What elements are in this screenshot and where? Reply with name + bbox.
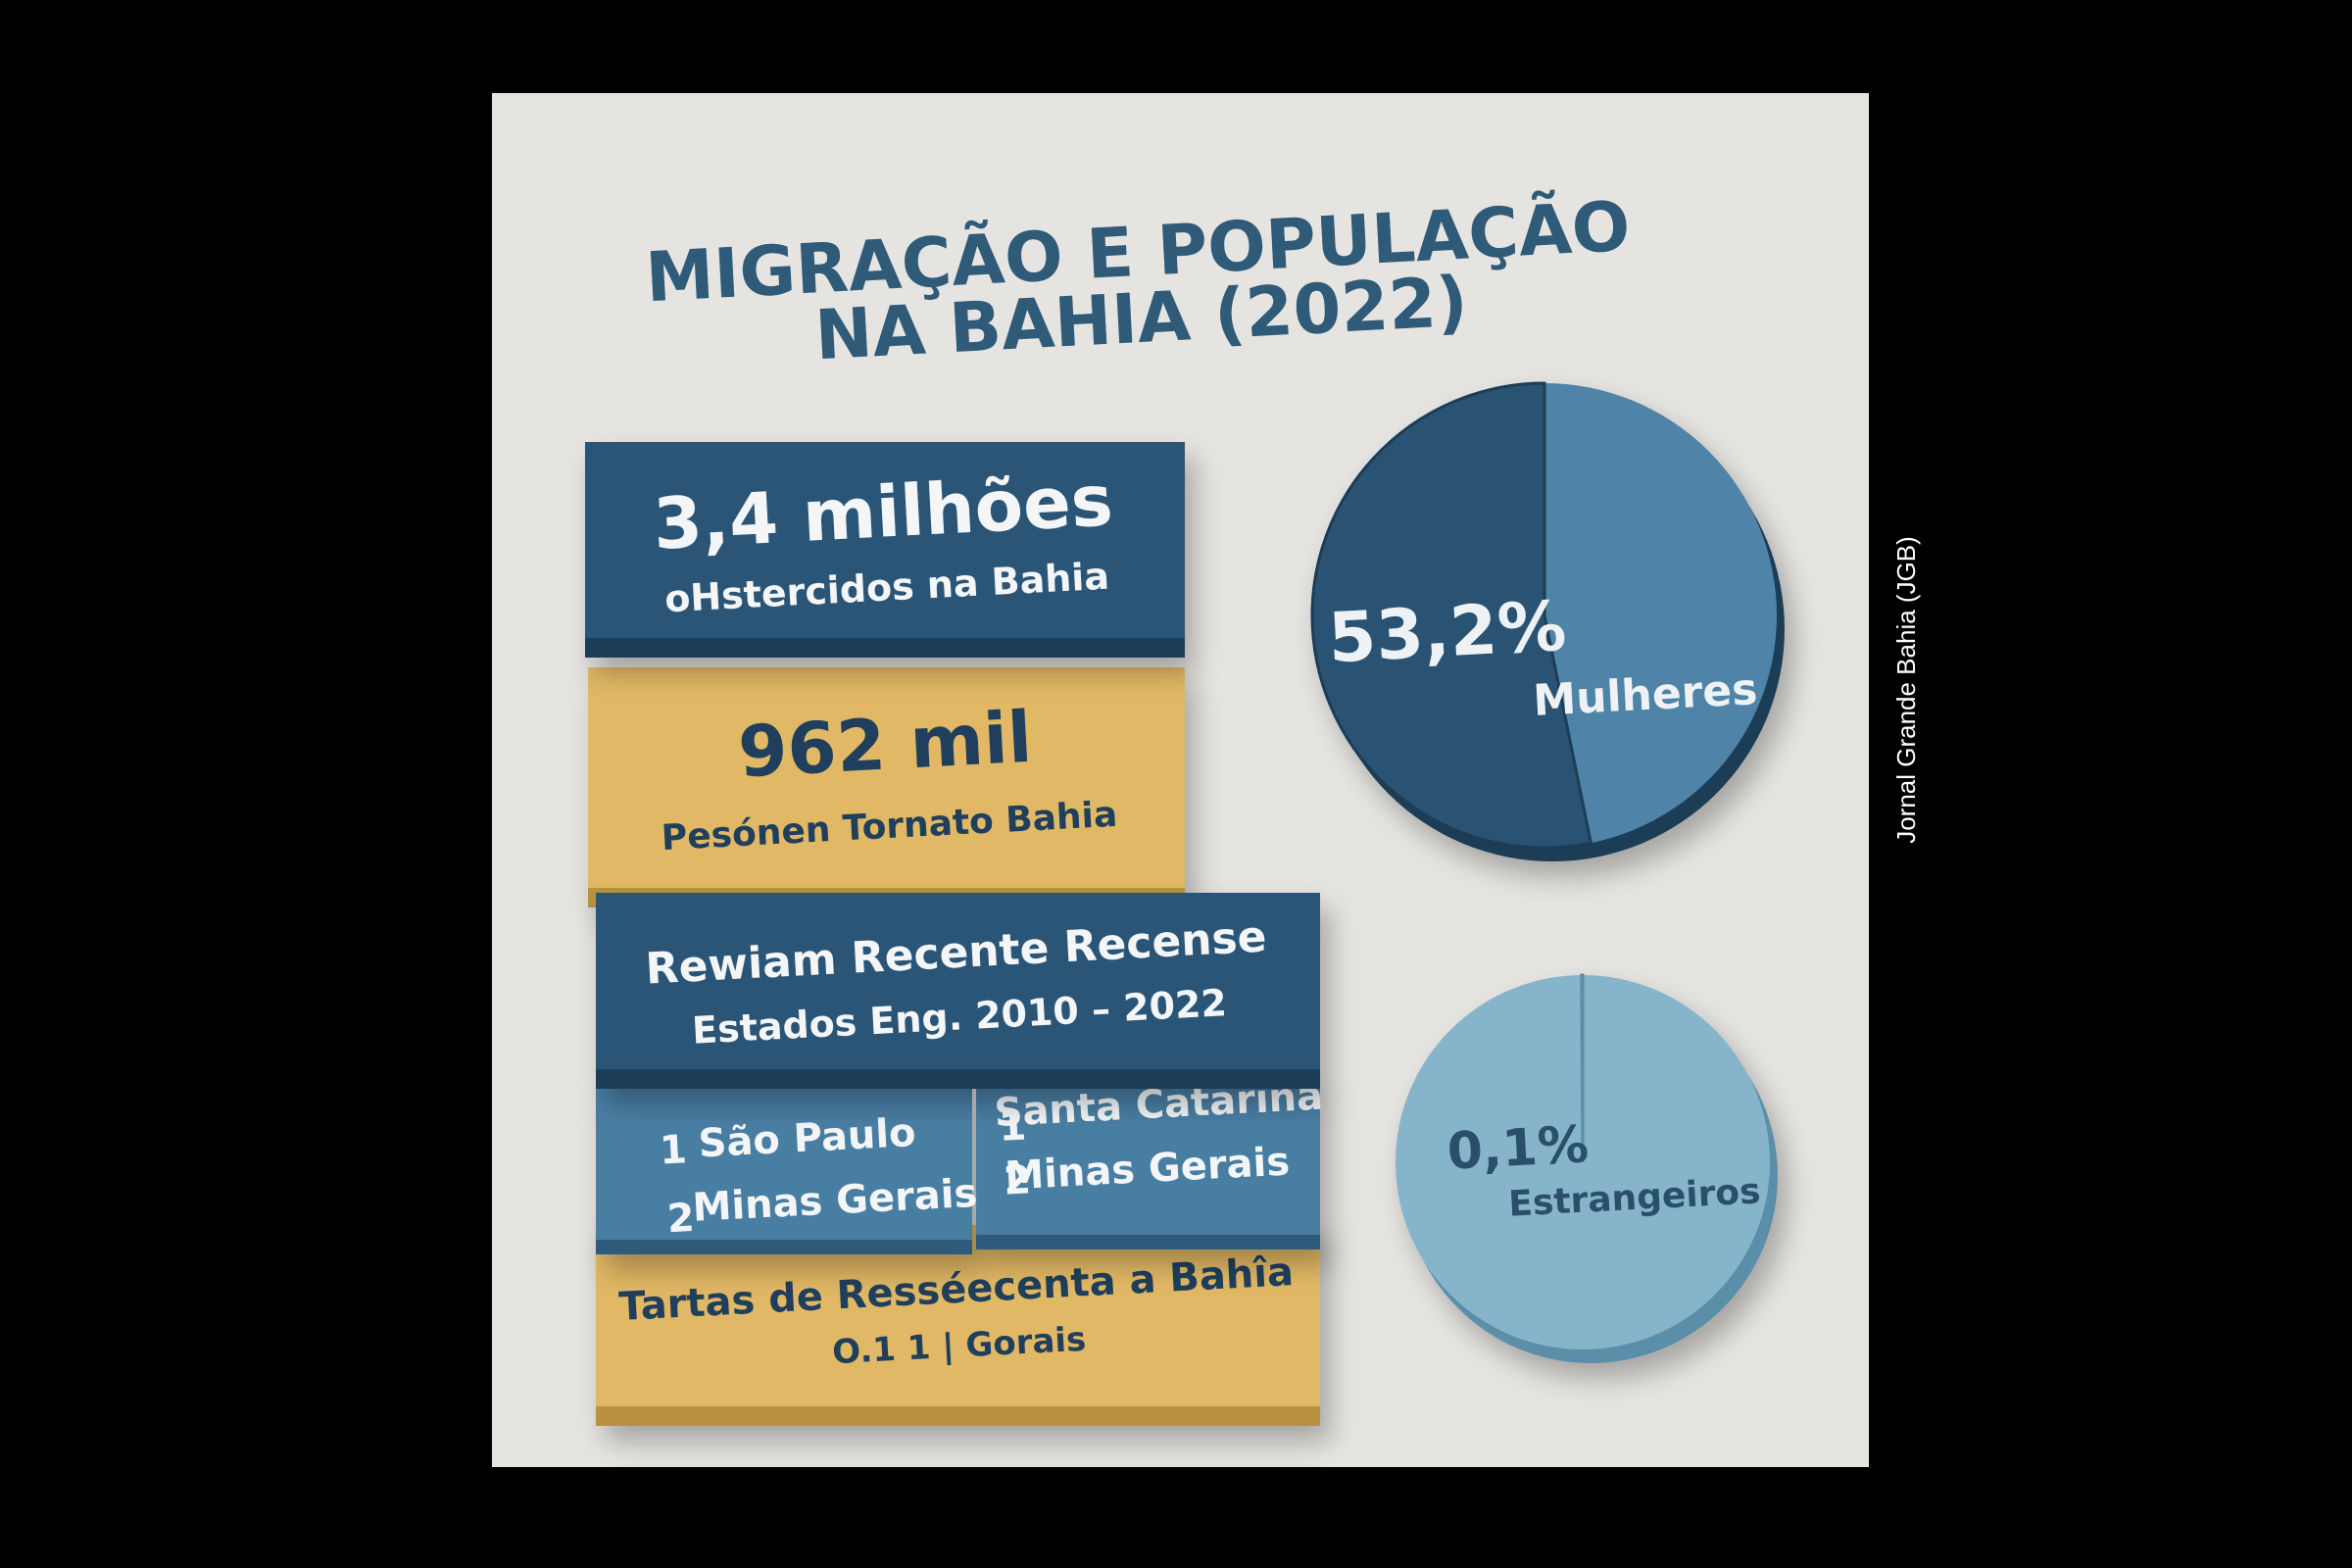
rank: 2 [1003, 1157, 1032, 1203]
card-heading: 962 mil [736, 696, 1034, 794]
pie-slice [1580, 973, 1585, 1163]
credit: Jornal Grande Bahia (JGB) [1891, 536, 1921, 844]
pie-value-label: 0,1% [1446, 1115, 1590, 1181]
pie-label: Mulheres [1532, 664, 1758, 726]
pie-slice [1310, 381, 1593, 850]
card [596, 1083, 1320, 1254]
card [588, 667, 1185, 907]
card [585, 442, 1185, 658]
pie-value-label: 53,2% [1326, 586, 1568, 679]
rank: 2 [666, 1196, 696, 1242]
rank: 1 [659, 1127, 688, 1173]
card [596, 1225, 1320, 1426]
rank: 1 [998, 1103, 1027, 1150]
pie [1396, 973, 1778, 1363]
card [596, 893, 1320, 1089]
pie [1310, 381, 1785, 861]
